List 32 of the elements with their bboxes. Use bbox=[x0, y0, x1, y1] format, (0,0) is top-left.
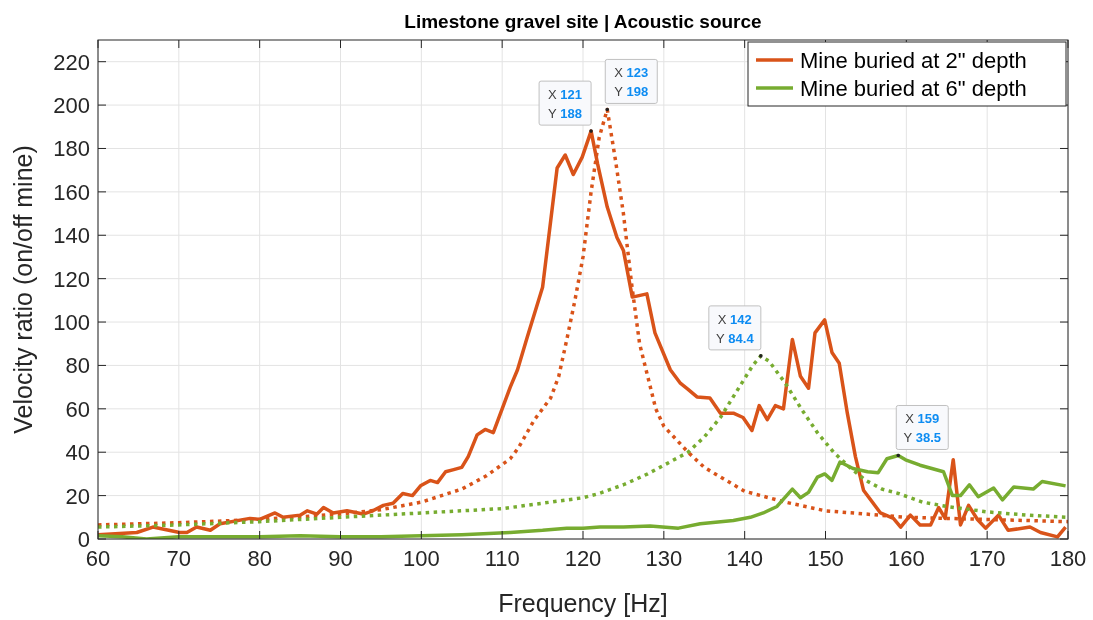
x-tick-label: 70 bbox=[166, 546, 192, 571]
annotation: X 123 Y 198 bbox=[614, 65, 649, 100]
x-tick-label: 110 bbox=[484, 546, 520, 571]
x-tick-label: 120 bbox=[564, 546, 602, 571]
x-tick-label: 100 bbox=[402, 546, 440, 571]
y-tick-label: 40 bbox=[65, 440, 90, 466]
y-tick-label: 60 bbox=[65, 396, 90, 422]
annotation: X 159 Y 38.5 bbox=[903, 411, 942, 446]
x-tick-label: 90 bbox=[328, 546, 353, 571]
x-tick-label: 140 bbox=[726, 546, 764, 571]
x-axis-title: Frequency [Hz] bbox=[498, 589, 668, 617]
chart-title: Limestone gravel site | Acoustic source bbox=[404, 11, 762, 32]
annotation: X 121 Y 188 bbox=[548, 87, 583, 122]
y-tick-label: 100 bbox=[53, 310, 90, 336]
y-tick-label: 140 bbox=[53, 223, 90, 249]
y-tick-label: 20 bbox=[65, 483, 90, 509]
x-tick-label: 130 bbox=[645, 546, 683, 571]
y-tick-label: 160 bbox=[53, 179, 90, 205]
y-tick-label: 220 bbox=[53, 49, 90, 75]
annotation: X 142 Y 84.4 bbox=[716, 311, 755, 346]
y-tick-label: 180 bbox=[53, 136, 90, 162]
x-tick-label: 160 bbox=[887, 546, 925, 571]
y-tick-label: 120 bbox=[53, 266, 90, 292]
x-tick-label: 150 bbox=[807, 546, 844, 571]
x-tick-label: 180 bbox=[1049, 546, 1087, 571]
x-tick-label: 80 bbox=[247, 546, 272, 571]
x-tick-label: 170 bbox=[968, 546, 1006, 571]
y-axis-title: Velocity ratio (on/off mine) bbox=[9, 145, 37, 434]
y-tick-label: 80 bbox=[65, 353, 90, 379]
legend-label: Mine buried at 6" depth bbox=[800, 76, 1027, 101]
y-tick-label: 200 bbox=[53, 93, 90, 119]
legend-label: Mine buried at 2" depth bbox=[800, 48, 1027, 73]
